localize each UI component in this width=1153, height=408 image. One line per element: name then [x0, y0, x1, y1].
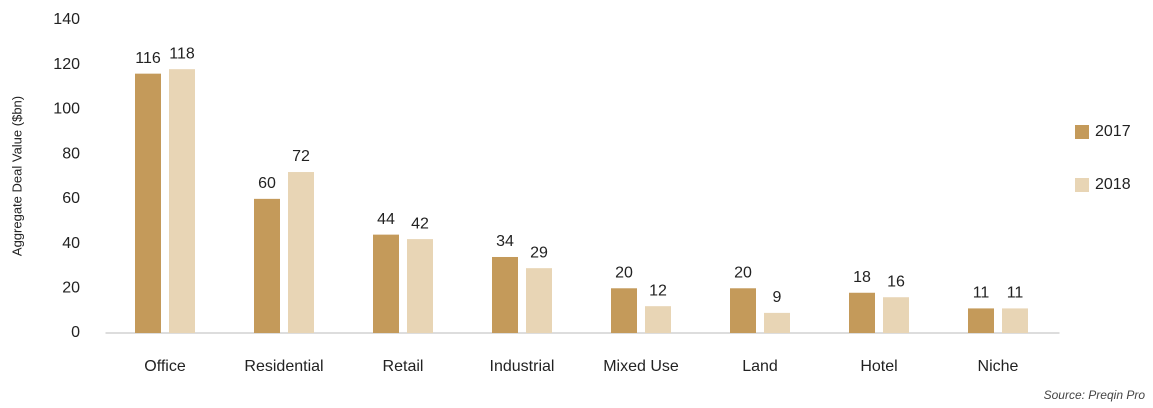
y-tick-label: 140 — [53, 11, 80, 28]
data-label: 29 — [530, 244, 548, 261]
x-tick-label: Hotel — [860, 358, 897, 375]
data-label: 118 — [169, 45, 195, 62]
y-tick-label: 20 — [62, 280, 80, 297]
bar — [135, 73, 161, 334]
legend-swatch — [1075, 125, 1089, 139]
bar — [764, 312, 790, 333]
x-tick-label: Niche — [978, 358, 1019, 375]
y-tick-label: 0 — [71, 324, 80, 341]
data-label: 11 — [973, 285, 990, 302]
bar — [1002, 308, 1028, 333]
data-label: 16 — [887, 273, 905, 290]
bar — [730, 288, 756, 333]
x-tick-label: Industrial — [490, 358, 555, 375]
bar — [968, 308, 994, 333]
x-tick-label: Land — [742, 358, 778, 375]
data-label: 44 — [377, 211, 395, 228]
bar — [849, 292, 875, 333]
data-label: 20 — [615, 265, 633, 282]
source-note: Source: Preqin Pro — [1044, 388, 1146, 402]
bar — [645, 306, 671, 333]
legend-label: 2018 — [1095, 176, 1131, 193]
bar — [407, 239, 433, 333]
data-label: 72 — [292, 148, 310, 165]
data-label: 12 — [649, 282, 667, 299]
y-tick-label: 40 — [62, 235, 80, 252]
bar — [169, 69, 195, 333]
bar — [373, 234, 399, 333]
bar — [526, 268, 552, 333]
bar — [611, 288, 637, 333]
data-label: 34 — [496, 233, 514, 250]
data-label: 42 — [411, 215, 429, 232]
bar — [254, 198, 280, 333]
x-tick-label: Office — [144, 358, 186, 375]
data-label: 9 — [773, 289, 782, 306]
data-label: 20 — [734, 265, 752, 282]
data-label: 11 — [1007, 285, 1024, 302]
y-tick-label: 120 — [53, 56, 80, 73]
data-label: 60 — [258, 175, 276, 192]
bar — [288, 172, 314, 333]
x-tick-label: Mixed Use — [603, 358, 679, 375]
data-label: 116 — [135, 50, 161, 67]
bar — [883, 297, 909, 333]
legend-label: 2017 — [1095, 123, 1131, 140]
y-axis-label: Aggregate Deal Value ($bn) — [9, 96, 24, 256]
y-tick-label: 80 — [62, 145, 80, 162]
legend-swatch — [1075, 178, 1089, 192]
bar — [492, 256, 518, 333]
y-tick-label: 100 — [53, 101, 80, 118]
data-label: 18 — [853, 269, 871, 286]
x-tick-label: Retail — [383, 358, 424, 375]
y-tick-label: 60 — [62, 190, 80, 207]
x-tick-label: Residential — [244, 358, 323, 375]
